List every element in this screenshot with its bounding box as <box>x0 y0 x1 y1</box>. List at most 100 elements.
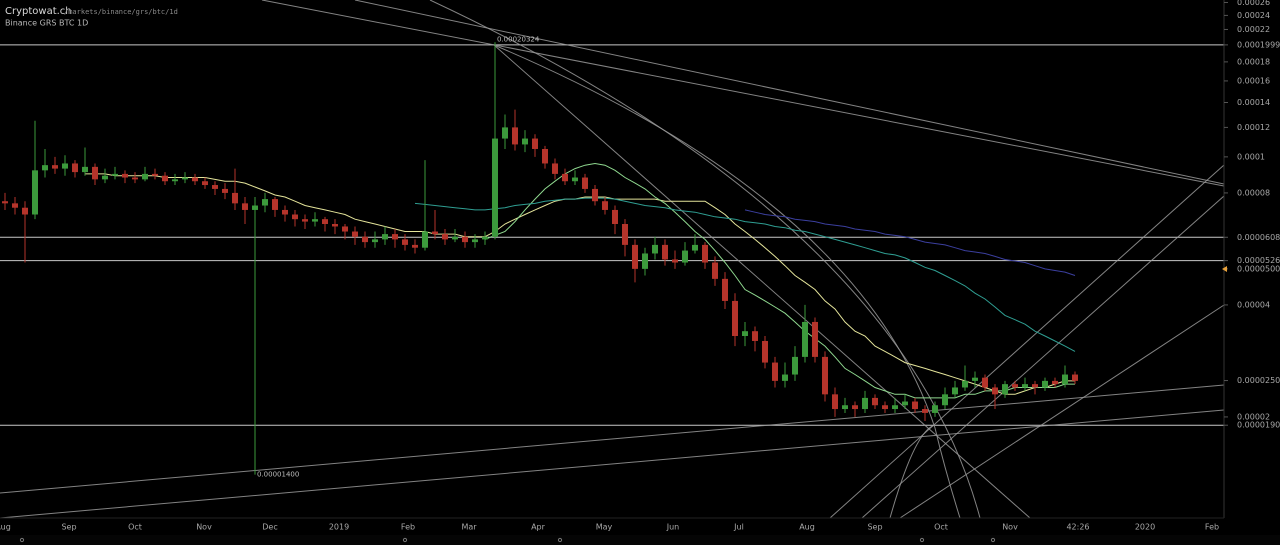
moving-average-line <box>484 162 1075 399</box>
candle-body <box>212 185 218 189</box>
candle-body <box>562 173 568 182</box>
candle-body <box>202 181 208 186</box>
candle-body <box>392 234 398 240</box>
candle-body <box>252 205 258 210</box>
scroll-track <box>0 535 1280 545</box>
trend-line <box>899 304 1225 519</box>
trend-line <box>861 195 1225 519</box>
candle-body <box>322 219 328 225</box>
candle-body <box>502 127 508 139</box>
candle-body <box>232 192 238 204</box>
trend-lines <box>0 0 1225 519</box>
candle-body <box>472 239 478 243</box>
candle-body <box>722 278 728 301</box>
x-tick-label: Jul <box>733 523 744 532</box>
candle-body <box>32 170 38 215</box>
candle-body <box>452 236 458 240</box>
candle-body <box>612 209 618 225</box>
scroll-bar <box>0 535 1280 545</box>
x-axis: Aug Sep Oct Nov Dec 2019 Feb Mar Apr May Jun Jul Aug… <box>0 523 1219 532</box>
candle-body <box>362 236 368 243</box>
y-tick-label: 0.00022 <box>1237 25 1270 34</box>
x-tick-label: Sep <box>867 523 882 532</box>
y-tick-label: 0.0001 <box>1237 152 1265 161</box>
candle-body <box>1012 384 1018 388</box>
candle-body <box>742 331 748 337</box>
candle-body <box>902 401 908 406</box>
candle-body <box>262 199 268 206</box>
candle-body <box>852 405 858 410</box>
candle-body <box>242 203 248 210</box>
candle-body <box>872 397 878 406</box>
candle-body <box>912 401 918 410</box>
candle-body <box>692 244 698 251</box>
candle-body <box>982 377 988 388</box>
candle-body <box>92 166 98 180</box>
candle-body <box>592 188 598 202</box>
y-tick-label: 0.00018 <box>1237 57 1270 66</box>
candle-body <box>482 236 488 240</box>
candle-body <box>172 179 178 182</box>
x-tick-label: Feb <box>401 523 415 532</box>
y-axis: 0.00026 0.00024 0.00022 0.00019998 0.00018 0.… <box>1224 0 1280 430</box>
candle-body <box>1062 374 1068 385</box>
candle-body <box>792 356 798 375</box>
chart-title: Binance GRS BTC 1D <box>5 19 88 28</box>
candle-body <box>132 177 138 180</box>
candle-body <box>162 175 168 182</box>
y-tick-label: 0.00016 <box>1237 76 1270 85</box>
x-tick-label: Apr <box>531 523 546 532</box>
candle-body <box>862 397 868 410</box>
moving-average-line <box>414 197 1076 352</box>
candle-body <box>802 321 808 357</box>
scroll-dot <box>19 537 25 543</box>
y-tick-label: 0.00019998 <box>1237 40 1280 49</box>
trend-arc <box>493 44 961 519</box>
candle-body <box>102 175 108 180</box>
x-tick-label: Nov <box>1002 523 1018 532</box>
candle-body <box>1042 380 1048 388</box>
candle-body <box>782 374 788 381</box>
x-tick-label: 42:26 <box>1066 523 1089 532</box>
candle-body <box>292 214 298 220</box>
candle-body <box>512 127 518 145</box>
candle-body <box>962 380 968 388</box>
candle-body <box>632 244 638 269</box>
candle-body <box>1072 374 1078 381</box>
candle-body <box>282 209 288 215</box>
scroll-dot <box>919 537 925 543</box>
candle-body <box>942 394 948 406</box>
candle-body <box>812 321 818 357</box>
candle-body <box>672 259 678 263</box>
candle-body <box>532 138 538 149</box>
y-tick-label: 0.00005262 <box>1237 256 1280 265</box>
candle-body <box>352 231 358 237</box>
y-tick-label: 0.00008 <box>1237 188 1270 197</box>
x-tick-label: Feb <box>1205 523 1219 532</box>
candles-layer <box>2 42 1078 475</box>
scroll-dot <box>557 537 563 543</box>
candle-body <box>992 387 998 395</box>
y-tick-label: 0.00001900 <box>1237 421 1280 430</box>
x-tick-label: 2020 <box>1135 523 1155 532</box>
indicator-lines <box>85 162 1076 399</box>
candle-body <box>142 173 148 180</box>
price-marker <box>1222 266 1227 272</box>
y-tick-label: 0.00002505 <box>1237 376 1280 385</box>
candle-body <box>522 138 528 145</box>
candle-body <box>892 405 898 410</box>
candle-body <box>1022 384 1028 388</box>
candle-body <box>302 219 308 222</box>
candle-body <box>72 163 78 173</box>
y-tick-label: 0.00012 <box>1237 123 1270 132</box>
price-annotation: 0.00020324 <box>497 35 540 43</box>
price-annotation: 0.00001400 <box>257 471 299 479</box>
site-name: Cryptowat.ch <box>5 6 72 17</box>
y-tick-label: 0.00004 <box>1237 300 1270 309</box>
url-path: /markets/binance/grs/btc/1d <box>64 8 178 16</box>
x-tick-label: Oct <box>934 523 948 532</box>
candle-body <box>712 262 718 279</box>
x-tick-label: Oct <box>128 523 142 532</box>
